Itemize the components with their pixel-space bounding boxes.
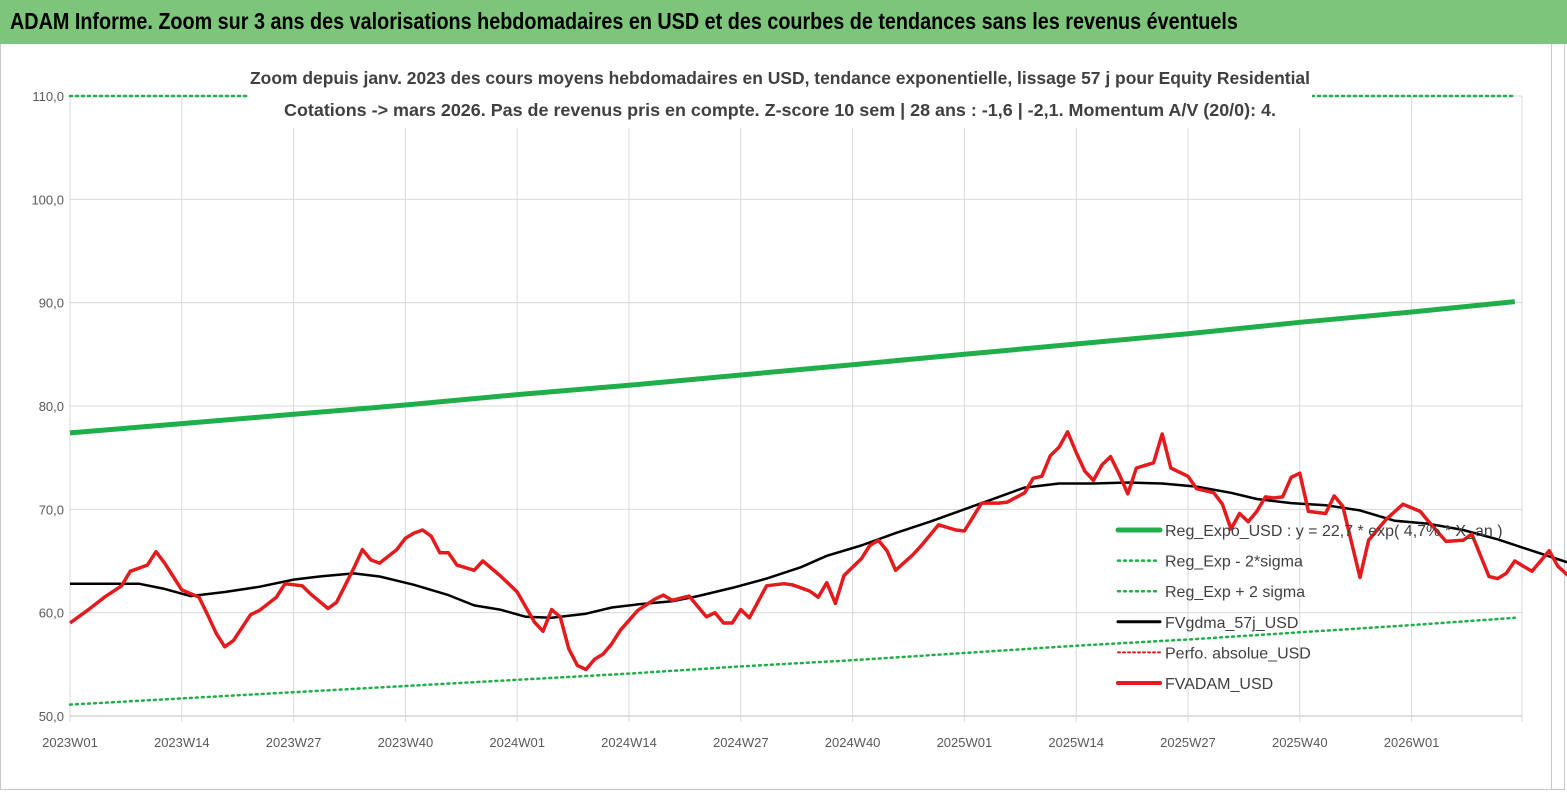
frame-edge xyxy=(1551,44,1557,790)
series-line-reg-expo-usd-y-22-7-exp-4-7-x-an xyxy=(69,299,1516,436)
x-tick-label: 2023W27 xyxy=(266,735,322,750)
y-tick-label: 80,0 xyxy=(39,399,64,414)
y-axis-ticks: 50,0 60,0 70,0 80,0 90,0 100,0 110,0 xyxy=(31,89,64,724)
x-tick-label: 2023W40 xyxy=(378,735,434,750)
y-tick-label: 60,0 xyxy=(39,606,64,621)
x-tick-label: 2024W14 xyxy=(601,735,657,750)
y-tick-label: 110,0 xyxy=(32,89,64,104)
x-tick-label: 2025W27 xyxy=(1160,735,1216,750)
series-line-fvgdma-57j-usd xyxy=(70,481,1567,620)
legend-label: Perfo. absolue_USD xyxy=(1165,645,1311,662)
legend-label: Reg_Exp - 2*sigma xyxy=(1165,554,1303,571)
x-tick-label: 2025W40 xyxy=(1272,735,1328,750)
x-tick-label: 2023W01 xyxy=(42,735,98,750)
series-lines xyxy=(68,94,1567,706)
x-tick-label: 2023W14 xyxy=(154,735,210,750)
x-tick-label: 2024W40 xyxy=(825,735,881,750)
y-tick-label: 100,0 xyxy=(31,192,64,207)
legend-label: FVADAM_USD xyxy=(1165,676,1273,693)
series-line-reg-exp-2-sigma xyxy=(68,616,1517,706)
chart-subtitle-line-1: Zoom depuis janv. 2023 des cours moyens … xyxy=(250,68,1310,88)
x-tick-label: 2024W01 xyxy=(489,735,545,750)
x-axis-ticks: 2023W01 2023W14 2023W27 2023W40 2024W01 2024W… xyxy=(42,735,1439,750)
subtitle-backdrop xyxy=(248,62,1312,128)
x-tick-label: 2024W27 xyxy=(713,735,769,750)
y-tick-label: 90,0 xyxy=(39,296,64,311)
legend-label: FVgdma_57j_USD xyxy=(1165,615,1298,632)
grid-lines xyxy=(69,95,1523,722)
report-title: ADAM Informe. Zoom sur 3 ans des valoris… xyxy=(10,8,1238,34)
title-banner: ADAM Informe. Zoom sur 3 ans des valoris… xyxy=(0,0,1567,44)
y-tick-label: 70,0 xyxy=(39,502,64,517)
chart-subtitle-line-2: Cotations -> mars 2026. Pas de revenus p… xyxy=(284,100,1276,120)
chart-area xyxy=(0,44,1565,790)
x-tick-label: 2025W01 xyxy=(937,735,993,750)
x-tick-label: 2026W01 xyxy=(1384,735,1440,750)
legend-label: Reg_Exp + 2 sigma xyxy=(1165,584,1305,601)
y-tick-label: 50,0 xyxy=(39,709,64,724)
series-line-fvadam-usd xyxy=(68,430,1567,672)
x-tick-label: 2025W14 xyxy=(1048,735,1104,750)
legend-label: Reg_Expo_USD : y = 22,7 * exp( 4,7% * X_… xyxy=(1165,523,1503,540)
legend: Reg_Expo_USD : y = 22,7 * exp( 4,7% * X_… xyxy=(1115,523,1503,693)
